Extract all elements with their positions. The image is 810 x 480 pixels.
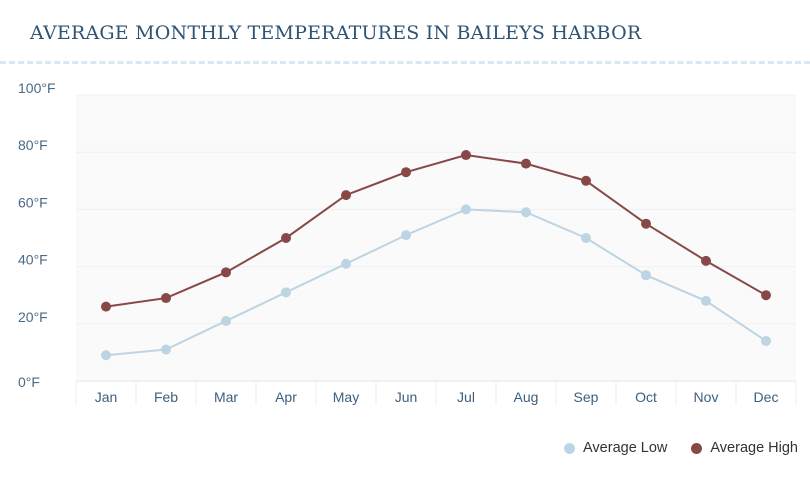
data-point-high <box>701 255 711 266</box>
y-tick-label: 100°F <box>18 80 56 96</box>
x-tick-label: Sep <box>574 389 599 405</box>
legend-item-low[interactable]: Average Low <box>564 440 667 456</box>
data-point-high <box>221 267 231 278</box>
data-point-high <box>401 167 411 178</box>
series-line-high <box>105 154 767 308</box>
x-tick-label: Mar <box>214 389 238 405</box>
x-tick-label: Oct <box>635 389 657 405</box>
data-point-high <box>461 150 471 161</box>
legend-item-high[interactable]: Average High <box>691 440 798 456</box>
data-point-high <box>761 290 771 301</box>
data-point-high <box>581 175 591 186</box>
line-chart: 0°F 20°F 40°F 60°F 80°F 100°F Jan Feb Mar Apr May J… <box>18 80 797 405</box>
data-point-low <box>281 287 291 298</box>
y-tick-label: 0°F <box>18 374 40 390</box>
plot-background <box>76 95 796 381</box>
x-tick-label: Apr <box>275 389 297 405</box>
data-point-high <box>521 158 531 169</box>
data-point-low <box>341 258 351 269</box>
data-point-high <box>101 301 111 312</box>
y-tick-label: 20°F <box>18 309 48 325</box>
data-point-high <box>341 190 351 201</box>
legend-label-high: Average High <box>710 440 798 456</box>
y-tick-label: 60°F <box>18 194 48 210</box>
data-point-low <box>581 233 591 243</box>
series-line-low <box>105 208 767 357</box>
x-tick-label: Aug <box>514 389 539 405</box>
data-point-low <box>521 207 531 218</box>
data-point-low <box>761 335 771 346</box>
y-tick-label: 80°F <box>18 137 48 153</box>
x-tick-label: Feb <box>154 389 178 405</box>
chart-title: AVERAGE MONTHLY TEMPERATURES IN BAILEYS … <box>30 22 642 44</box>
data-point-high <box>161 293 171 304</box>
data-point-high <box>641 218 651 229</box>
data-point-low <box>161 344 171 355</box>
legend-swatch-high <box>691 442 703 454</box>
title-divider <box>0 61 810 64</box>
x-tick-label: May <box>333 389 359 405</box>
x-tick-label: Jul <box>457 389 475 405</box>
data-point-high <box>281 233 291 243</box>
data-point-low <box>641 270 651 281</box>
data-point-low <box>221 315 231 326</box>
x-tick-label: Dec <box>754 389 779 405</box>
y-tick-label: 40°F <box>18 252 48 268</box>
legend-swatch-low <box>564 442 576 454</box>
data-point-low <box>461 204 471 215</box>
data-point-low <box>401 230 411 241</box>
x-tick-label: Jun <box>395 389 418 405</box>
x-tick-label: Jan <box>95 389 118 405</box>
x-tick-label: Nov <box>694 389 719 405</box>
legend: Average Low Average High <box>564 440 798 456</box>
data-point-low <box>101 350 111 361</box>
legend-label-low: Average Low <box>583 440 668 456</box>
data-point-low <box>701 295 711 306</box>
